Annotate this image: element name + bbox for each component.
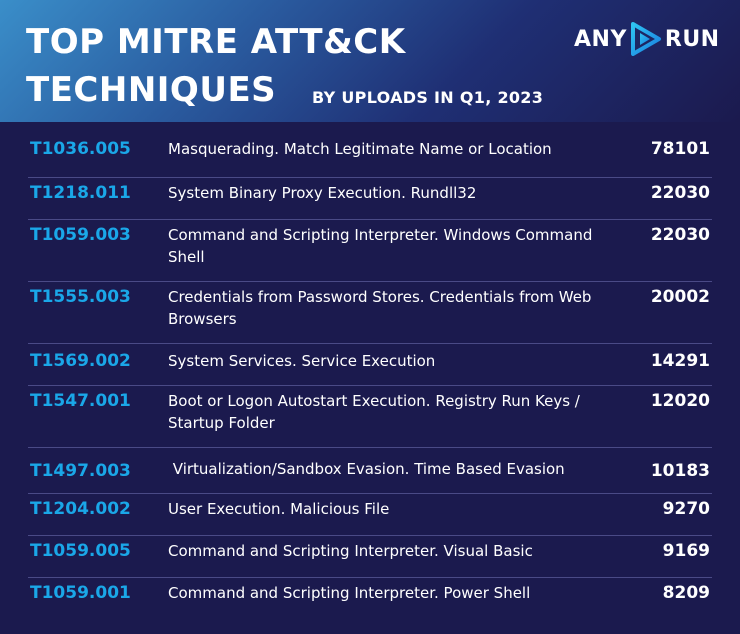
table-row: T1036.005 Masquerading. Match Legitimate … [0, 134, 740, 178]
upload-count: 12020 [650, 391, 710, 411]
technique-code: T1497.003 [30, 461, 131, 481]
technique-code: T1204.002 [30, 499, 131, 519]
title-line-1: TOP MITRE ATT&CK [26, 22, 406, 62]
upload-count: 8209 [662, 583, 710, 603]
upload-count: 9270 [662, 499, 710, 519]
technique-code: T1569.002 [30, 351, 131, 371]
table-row: T1569.002 System Services. Service Execut… [0, 344, 740, 386]
upload-count: 9169 [662, 541, 710, 561]
header-banner: TOP MITRE ATT&CK TECHNIQUES BY UPLOADS I… [0, 0, 740, 122]
table-row: T1497.003 Virtualization/Sandbox Evasion… [0, 448, 740, 494]
upload-count: 22030 [650, 183, 710, 203]
row-divider [28, 385, 712, 386]
table-row: T1555.003 Credentials from Password Store… [0, 282, 740, 344]
technique-description: System Services. Service Execution [168, 352, 436, 370]
technique-description: Command and Scripting Interpreter. Windo… [168, 226, 598, 266]
table-row: T1204.002 User Execution. Malicious File 9… [0, 494, 740, 536]
table-row: T1218.011 System Binary Proxy Execution. … [0, 178, 740, 220]
technique-code: T1547.001 [30, 391, 131, 411]
technique-code: T1555.003 [30, 287, 131, 307]
anyrun-logo: ANY RUN [574, 22, 720, 56]
table-row: T1547.001 Boot or Logon Autostart Executi… [0, 386, 740, 448]
table-row: T1059.001 Command and Scripting Interpret… [0, 578, 740, 620]
technique-code: T1059.003 [30, 225, 131, 245]
technique-description: Virtualization/Sandbox Evasion. Time Bas… [168, 460, 565, 478]
row-divider [28, 535, 712, 536]
techniques-table: T1036.005 Masquerading. Match Legitimate … [0, 134, 740, 620]
table-row: T1059.005 Command and Scripting Interpret… [0, 536, 740, 578]
upload-count: 78101 [650, 139, 710, 159]
technique-description: Masquerading. Match Legitimate Name or L… [168, 140, 552, 158]
row-divider [28, 577, 712, 578]
row-divider [28, 281, 712, 282]
subtitle: BY UPLOADS IN Q1, 2023 [312, 88, 544, 107]
technique-description: User Execution. Malicious File [168, 500, 390, 518]
row-divider [28, 177, 712, 178]
technique-description: Credentials from Password Stores. Creden… [168, 288, 597, 328]
row-divider [28, 447, 712, 448]
logo-text-left: ANY [574, 26, 627, 52]
row-divider [28, 493, 712, 494]
technique-description: System Binary Proxy Execution. Rundll32 [168, 184, 477, 202]
technique-code: T1059.005 [30, 541, 131, 561]
technique-code: T1036.005 [30, 139, 131, 159]
technique-description: Command and Scripting Interpreter. Visua… [168, 542, 533, 560]
table-row: T1059.003 Command and Scripting Interpret… [0, 220, 740, 282]
upload-count: 10183 [650, 461, 710, 481]
logo-text-right: RUN [664, 26, 720, 52]
technique-description: Command and Scripting Interpreter. Power… [168, 584, 531, 602]
technique-description: Boot or Logon Autostart Execution. Regis… [168, 392, 585, 432]
row-divider [28, 219, 712, 220]
upload-count: 14291 [650, 351, 710, 371]
play-triangle-icon [630, 22, 661, 56]
technique-code: T1218.011 [30, 183, 131, 203]
title-line-2: TECHNIQUES [26, 70, 277, 110]
technique-code: T1059.001 [30, 583, 131, 603]
row-divider [28, 343, 712, 344]
upload-count: 20002 [650, 287, 710, 307]
upload-count: 22030 [650, 225, 710, 245]
